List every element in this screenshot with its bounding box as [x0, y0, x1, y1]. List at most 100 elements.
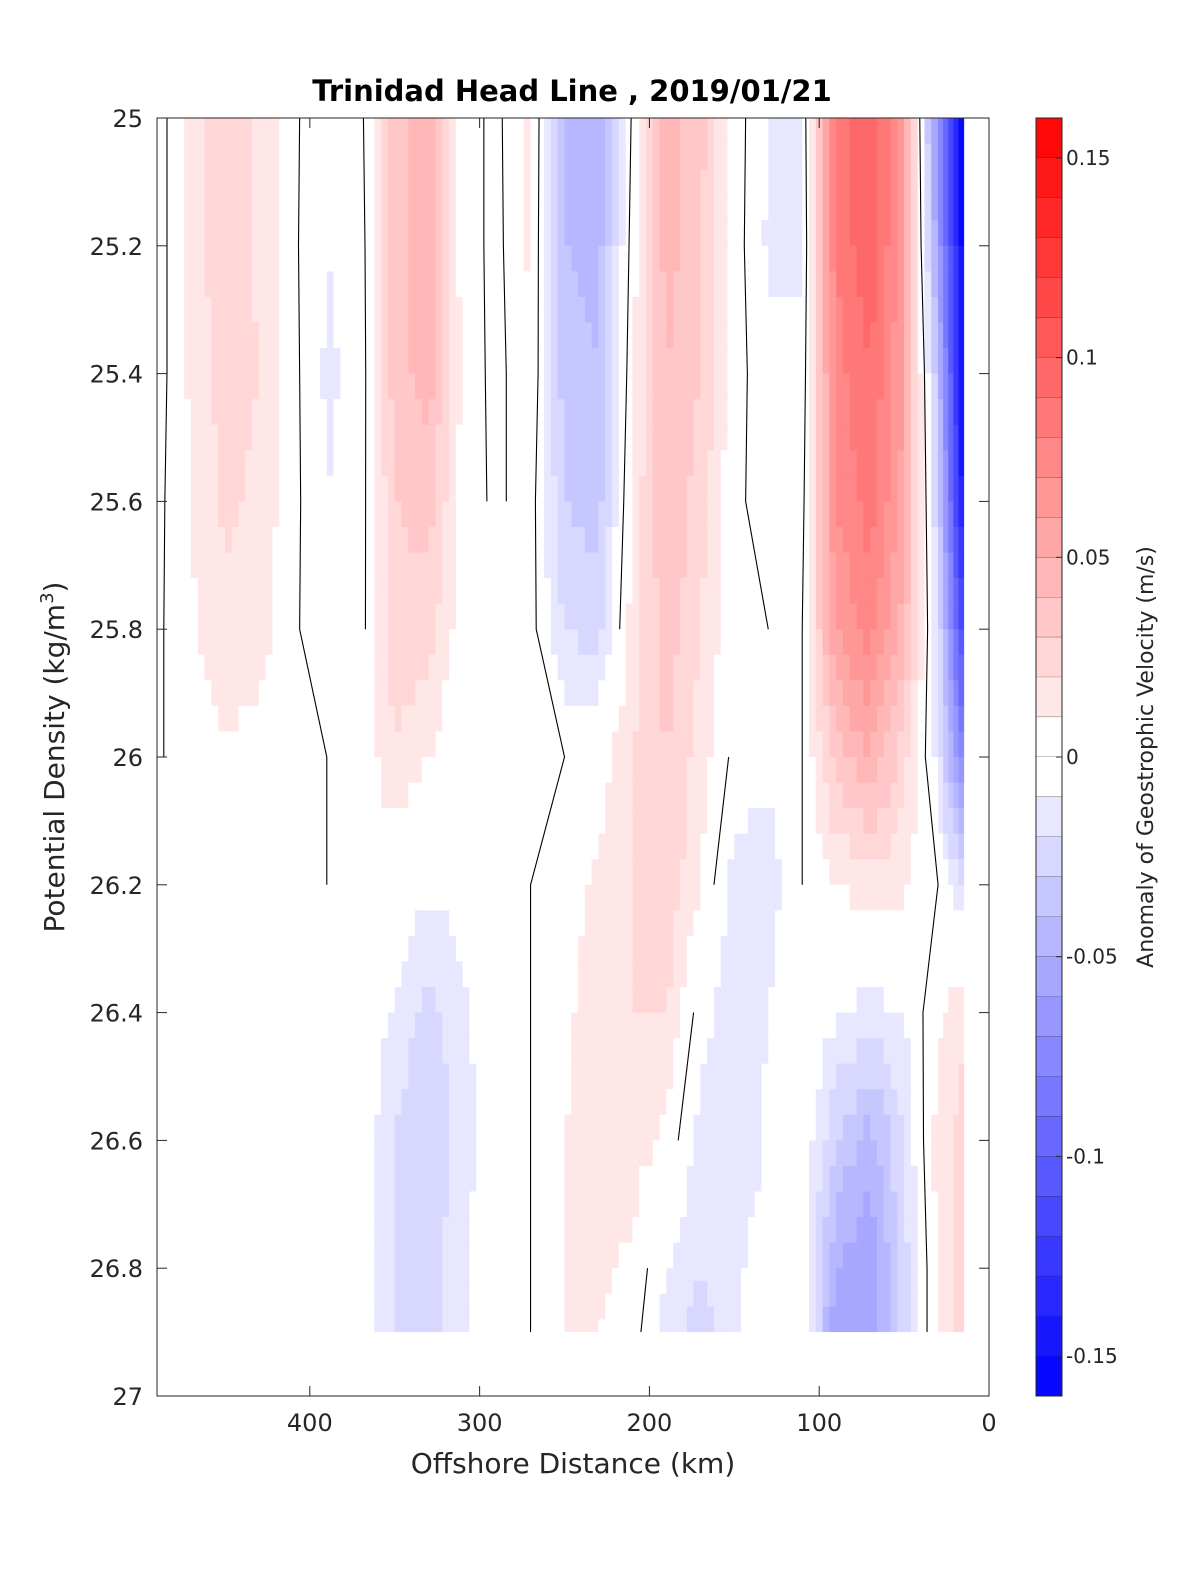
- heatmap-cell: [836, 603, 844, 630]
- heatmap-cell: [530, 654, 538, 681]
- heatmap-cell: [510, 680, 518, 707]
- heatmap-cell: [625, 578, 634, 605]
- heatmap-cell: [775, 245, 783, 272]
- heatmap-cell: [238, 1191, 246, 1218]
- heatmap-cell: [666, 450, 674, 477]
- heatmap-cell: [904, 910, 912, 937]
- heatmap-cell: [510, 1114, 518, 1141]
- heatmap-cell: [503, 731, 511, 758]
- heatmap-cell: [897, 1114, 905, 1141]
- heatmap-cell: [333, 194, 341, 221]
- heatmap-cell: [157, 450, 165, 477]
- heatmap-cell: [679, 859, 688, 886]
- heatmap-cell: [367, 143, 375, 170]
- heatmap-cell: [910, 245, 919, 272]
- heatmap-cell: [381, 169, 389, 196]
- heatmap-cell: [421, 348, 430, 375]
- heatmap-cell: [523, 808, 532, 835]
- heatmap-cell: [578, 782, 586, 809]
- heatmap-cell: [727, 475, 735, 502]
- heatmap-cell: [700, 935, 708, 963]
- heatmap-cell: [401, 399, 409, 426]
- heatmap-cell: [313, 245, 321, 272]
- heatmap-cell: [686, 348, 695, 375]
- heatmap-cell: [510, 475, 518, 502]
- heatmap-cell: [781, 1038, 790, 1065]
- heatmap-cell: [673, 680, 681, 707]
- heatmap-cell: [775, 629, 783, 656]
- heatmap-cell: [306, 552, 314, 579]
- heatmap-cell: [374, 731, 382, 758]
- heatmap-cell: [876, 450, 885, 477]
- heatmap-cell: [374, 987, 382, 1014]
- heatmap-cell: [829, 501, 837, 528]
- heatmap-cell: [320, 1038, 328, 1065]
- heatmap-cell: [632, 296, 640, 324]
- heatmap-cell: [788, 731, 797, 758]
- heatmap-cell: [707, 859, 715, 886]
- heatmap-cell: [822, 348, 830, 375]
- heatmap-cell: [408, 1089, 416, 1116]
- heatmap-cell: [537, 118, 545, 145]
- heatmap-cell: [700, 1089, 708, 1116]
- heatmap-cell: [197, 399, 206, 426]
- heatmap-cell: [292, 501, 301, 528]
- heatmap-cell: [476, 757, 484, 784]
- heatmap-cell: [775, 1012, 783, 1039]
- heatmap-cell: [815, 629, 824, 656]
- heatmap-cell: [639, 245, 647, 272]
- heatmap-cell: [720, 910, 729, 937]
- heatmap-cell: [367, 526, 375, 554]
- heatmap-cell: [953, 782, 960, 809]
- heatmap-cell: [720, 705, 729, 733]
- heatmap-cell: [394, 348, 403, 375]
- heatmap-cell: [591, 169, 600, 196]
- heatmap-cell: [639, 373, 647, 400]
- heatmap-cell: [666, 808, 674, 835]
- heatmap-cell: [435, 194, 443, 221]
- heatmap-cell: [442, 578, 450, 605]
- heatmap-cell: [163, 731, 172, 758]
- heatmap-cell: [442, 1012, 450, 1039]
- heatmap-cell: [652, 169, 661, 196]
- heatmap-cell: [910, 680, 919, 707]
- heatmap-cell: [802, 833, 810, 860]
- heatmap-cell: [958, 475, 965, 502]
- heatmap-cell: [727, 629, 735, 656]
- heatmap-cell: [516, 757, 525, 784]
- heatmap-cell: [245, 680, 253, 707]
- heatmap-cell: [435, 220, 443, 247]
- heatmap-cell: [252, 1038, 260, 1065]
- heatmap-cell: [428, 680, 437, 707]
- heatmap-cell: [204, 245, 212, 272]
- heatmap-cell: [449, 118, 457, 145]
- heatmap-cell: [958, 194, 965, 221]
- heatmap-cell: [157, 245, 165, 272]
- heatmap-cell: [245, 450, 253, 477]
- heatmap-cell: [313, 603, 321, 630]
- heatmap-cell: [523, 271, 532, 298]
- heatmap-cell: [455, 475, 464, 502]
- heatmap-cell: [421, 1140, 430, 1167]
- heatmap-cell: [415, 296, 423, 324]
- heatmap-cell: [693, 143, 701, 170]
- heatmap-cell: [503, 194, 511, 221]
- heatmap-cell: [442, 859, 450, 886]
- heatmap-cell: [876, 680, 885, 707]
- heatmap-cell: [231, 501, 240, 528]
- heatmap-cell: [516, 1063, 525, 1090]
- heatmap-cell: [510, 910, 518, 937]
- heatmap-cell: [537, 424, 545, 451]
- heatmap-cell: [394, 935, 403, 963]
- heatmap-cell: [347, 143, 355, 170]
- heatmap-cell: [415, 450, 423, 477]
- heatmap-cell: [421, 169, 430, 196]
- heatmap-cell: [374, 1140, 382, 1167]
- heatmap-cell: [476, 1063, 484, 1090]
- heatmap-cell: [157, 1063, 165, 1090]
- heatmap-cell: [948, 348, 954, 375]
- heatmap-cell: [265, 220, 274, 247]
- heatmap-cell: [204, 1217, 212, 1244]
- heatmap-cell: [523, 757, 532, 784]
- heatmap-cell: [605, 808, 613, 835]
